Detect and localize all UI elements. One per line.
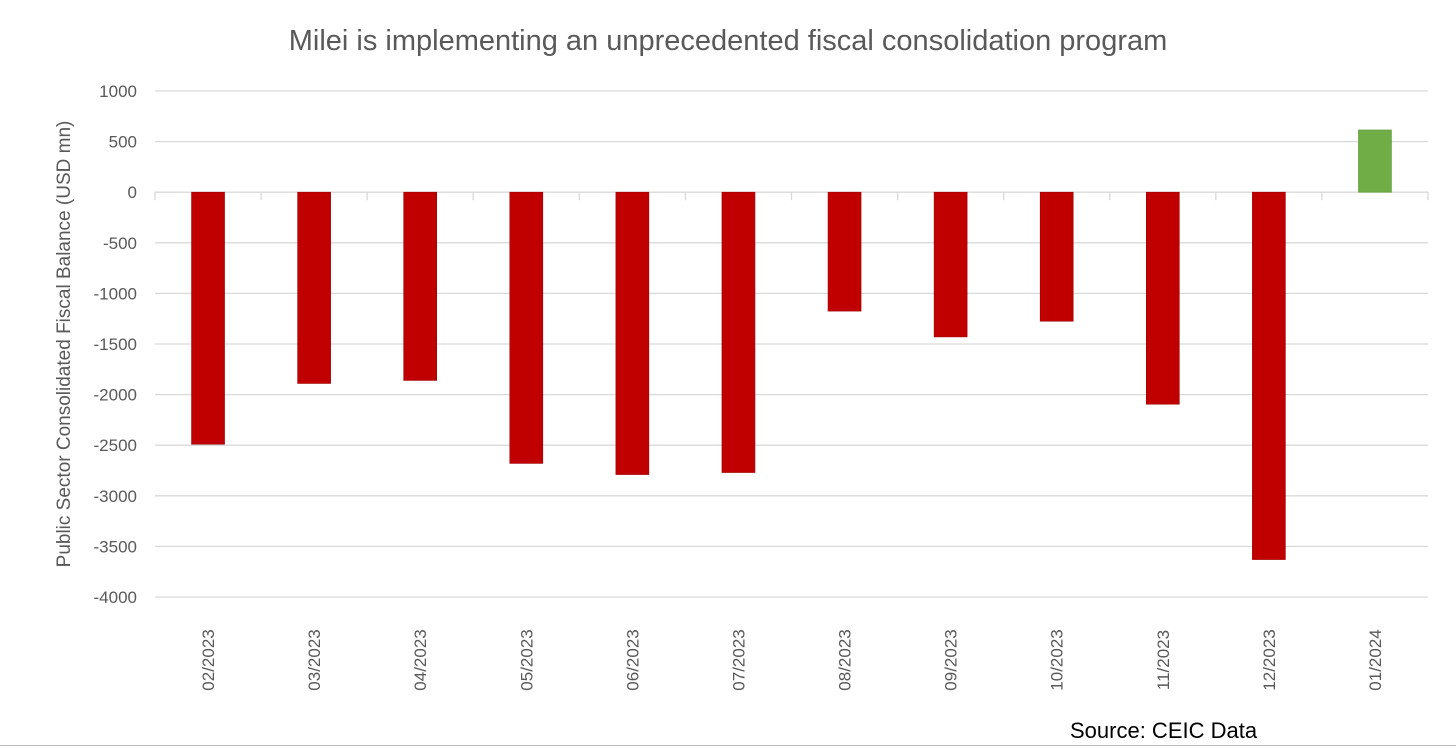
x-tick-label: 11/2023 bbox=[1154, 630, 1173, 690]
y-tick-label: 0 bbox=[128, 183, 137, 202]
x-tick-label: 03/2023 bbox=[305, 629, 324, 690]
bar-04-2023 bbox=[403, 191, 438, 381]
bar-11-2023 bbox=[1145, 191, 1180, 405]
y-tick-label: -3500 bbox=[94, 537, 137, 556]
y-tick-label: 500 bbox=[109, 133, 137, 152]
x-tick-label: 12/2023 bbox=[1260, 629, 1279, 690]
y-tick-label: -500 bbox=[103, 234, 137, 253]
bar-10-2023 bbox=[1039, 191, 1074, 322]
bar-02-2023 bbox=[191, 191, 225, 445]
bar-03-2023 bbox=[297, 191, 331, 384]
y-tick-label: -2000 bbox=[94, 386, 137, 405]
y-tick-label: -2500 bbox=[94, 436, 137, 455]
bar-07-2023 bbox=[721, 191, 756, 473]
y-tick-label: -1500 bbox=[94, 335, 137, 354]
chart-title: Milei is implementing an unprecedented f… bbox=[289, 25, 1168, 57]
x-tick-label: 09/2023 bbox=[942, 629, 961, 690]
bar-01-2024 bbox=[1358, 129, 1392, 193]
bar-06-2023 bbox=[615, 191, 650, 475]
y-tick-label: -4000 bbox=[94, 588, 137, 607]
x-tick-label: 08/2023 bbox=[836, 629, 855, 690]
bar-08-2023 bbox=[827, 191, 862, 312]
x-tick-label: 10/2023 bbox=[1048, 629, 1067, 690]
x-tick-label: 02/2023 bbox=[199, 629, 218, 690]
y-tick-label: -1000 bbox=[94, 284, 137, 303]
x-tick-label: 06/2023 bbox=[623, 629, 642, 690]
x-tick-label: 07/2023 bbox=[729, 629, 748, 690]
x-tick-label: 04/2023 bbox=[411, 629, 430, 690]
y-tick-label: -3000 bbox=[94, 487, 137, 506]
x-tick-label: 05/2023 bbox=[517, 629, 536, 690]
bar-09-2023 bbox=[933, 191, 968, 338]
bar-12-2023 bbox=[1252, 191, 1286, 560]
source-note: Source: CEIC Data bbox=[1070, 718, 1258, 743]
bar-05-2023 bbox=[509, 191, 544, 464]
y-axis-label: Public Sector Consolidated Fiscal Balanc… bbox=[54, 121, 75, 568]
x-tick-label: 01/2024 bbox=[1366, 629, 1385, 690]
bottom-rule bbox=[0, 745, 1456, 746]
y-tick-label: 1000 bbox=[99, 82, 137, 101]
